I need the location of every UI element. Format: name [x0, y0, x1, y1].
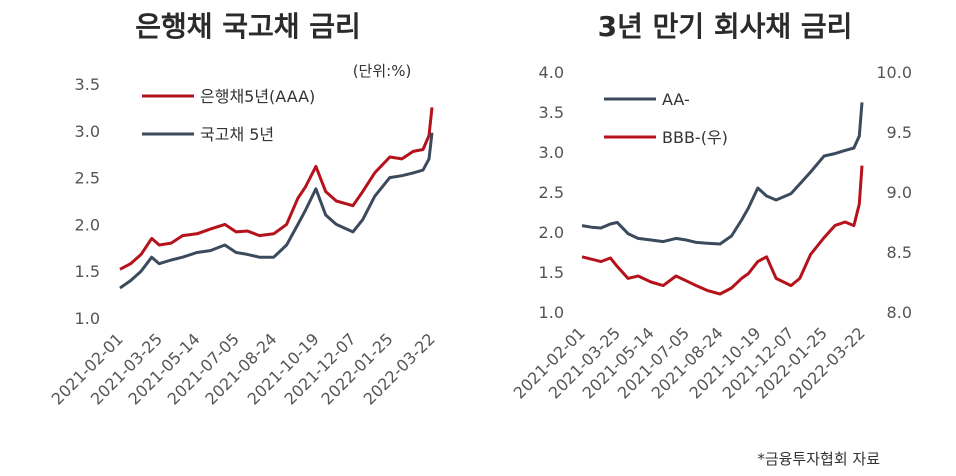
chart2-y2tick: 9.5: [887, 123, 912, 142]
legend-label: 국고채 5년: [200, 125, 274, 144]
chart1-ytick: 1.0: [75, 309, 100, 328]
chart1-unit-label: (단위:%): [353, 62, 412, 80]
chart2-plot: 1.01.52.02.53.03.54.08.08.59.09.510.0202…: [510, 63, 912, 403]
chart2-ytick: 1.0: [539, 303, 564, 322]
chart2-title: 3년 만기 회사채 금리: [598, 10, 853, 43]
chart1-legend: 은행채5년(AAA) 국고채 5년: [142, 87, 315, 144]
chart2-y2tick: 8.5: [887, 243, 912, 262]
chart2-ytick: 3.5: [539, 103, 564, 122]
chart2-y2tick: 8.0: [887, 303, 912, 322]
chart1-plot: 1.01.52.02.53.03.52021-02-012021-03-2520…: [48, 75, 439, 409]
legend-label: BBB-(우): [662, 128, 728, 147]
chart2-ytick: 2.0: [539, 223, 564, 242]
legend-label: 은행채5년(AAA): [200, 87, 315, 106]
chart2-series-line: [581, 102, 864, 246]
chart2-y2tick: 10.0: [876, 63, 912, 82]
chart2-legend: AA- BBB-(우): [604, 90, 728, 147]
chart1-ytick: 3.5: [75, 75, 100, 94]
chart2-ytick: 3.0: [539, 143, 564, 162]
chart1-series-line: [119, 107, 434, 271]
chart1-ytick: 1.5: [75, 262, 100, 281]
chart2-ytick: 2.5: [539, 183, 564, 202]
chart1-ytick: 2.0: [75, 215, 100, 234]
source-note: *금융투자협회 자료: [757, 450, 880, 468]
chart2-ytick: 4.0: [539, 63, 564, 82]
chart1-title: 은행채 국고채 금리: [135, 10, 361, 43]
chart2-series-line: [581, 165, 864, 296]
chart1-series-line: [119, 132, 434, 290]
chart2-ytick: 1.5: [539, 263, 564, 282]
legend-label: AA-: [662, 90, 690, 109]
chart2-y2tick: 9.0: [887, 183, 912, 202]
chart1-ytick: 3.0: [75, 122, 100, 141]
chart1-ytick: 2.5: [75, 169, 100, 188]
